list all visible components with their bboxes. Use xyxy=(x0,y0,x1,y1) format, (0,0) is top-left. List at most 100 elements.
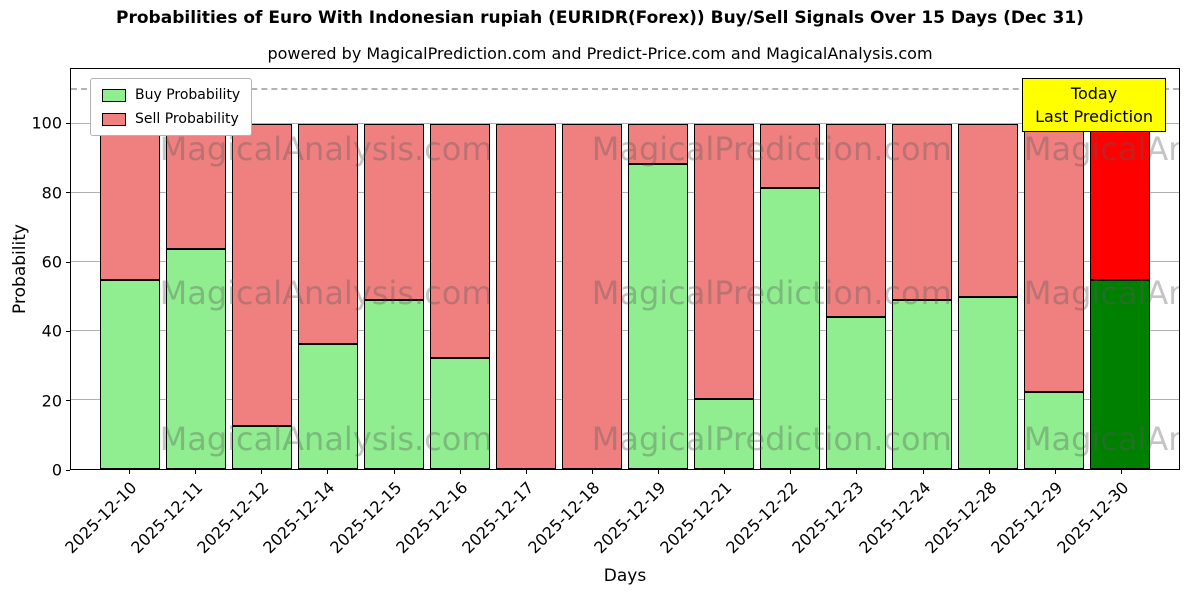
bar-slot xyxy=(823,69,889,469)
bar-2025-12-17 xyxy=(496,124,556,469)
x-tick-mark xyxy=(525,470,527,474)
chart-subtitle: powered by MagicalPrediction.com and Pre… xyxy=(267,44,933,63)
y-tick-label: 80 xyxy=(41,183,62,203)
x-tick-mark xyxy=(129,470,131,474)
bar-2025-12-30 xyxy=(1090,124,1150,469)
y-tick-mark xyxy=(66,330,70,332)
bar-2025-12-15 xyxy=(364,124,424,469)
buy-segment xyxy=(694,398,754,469)
bar-slot xyxy=(427,69,493,469)
sell-segment xyxy=(1024,124,1084,393)
buy-segment xyxy=(298,344,358,469)
legend-item-0: Buy Probability xyxy=(102,87,240,103)
buy-segment xyxy=(628,163,688,469)
y-tick-mark xyxy=(66,261,70,263)
bar-2025-12-14 xyxy=(298,124,358,469)
y-tick-mark xyxy=(66,400,70,402)
bar-slot xyxy=(361,69,427,469)
bar-slot xyxy=(559,69,625,469)
x-tick-mark xyxy=(790,470,792,474)
x-axis-label: Days xyxy=(603,566,647,586)
y-tick-label: 40 xyxy=(41,321,62,341)
y-tick-mark xyxy=(66,122,70,124)
buy-segment xyxy=(1090,279,1150,469)
x-tick-mark xyxy=(459,470,461,474)
legend-swatch-0 xyxy=(102,88,126,102)
bar-slot xyxy=(691,69,757,469)
gridline-y-80 xyxy=(71,192,1179,194)
gridline-y-100 xyxy=(71,123,1179,125)
sell-segment xyxy=(562,124,622,469)
sell-segment xyxy=(430,124,490,358)
y-tick-mark xyxy=(66,192,70,194)
sell-segment xyxy=(826,124,886,318)
sell-segment xyxy=(166,124,226,249)
x-tick-mark xyxy=(327,470,329,474)
legend-label-1: Sell Probability xyxy=(135,111,239,127)
legend-label-0: Buy Probability xyxy=(135,87,241,103)
bar-2025-12-28 xyxy=(958,124,1018,469)
sell-segment xyxy=(1090,124,1150,280)
bar-slot xyxy=(625,69,691,469)
bar-slot xyxy=(229,69,295,469)
sell-segment xyxy=(628,124,688,164)
x-tick-mark xyxy=(724,470,726,474)
today-annotation-line2: Last Prediction xyxy=(1035,107,1153,127)
y-tick-label: 60 xyxy=(41,252,62,272)
bar-slot xyxy=(97,69,163,469)
today-annotation-line1: Today xyxy=(1070,84,1118,103)
x-tick-mark xyxy=(1054,470,1056,474)
buy-segment xyxy=(1024,392,1084,469)
sell-segment xyxy=(298,124,358,345)
bar-2025-12-16 xyxy=(430,124,490,469)
gridline-y-60 xyxy=(71,261,1179,263)
x-tick-mark xyxy=(922,470,924,474)
bar-2025-12-19 xyxy=(628,124,688,469)
legend-swatch-1 xyxy=(102,112,126,126)
bar-2025-12-11 xyxy=(166,124,226,469)
x-tick-mark xyxy=(1120,470,1122,474)
sell-segment xyxy=(496,124,556,469)
bar-slot xyxy=(1021,69,1087,469)
bar-slot xyxy=(955,69,1021,469)
sell-segment xyxy=(760,124,820,188)
x-tick-mark xyxy=(393,470,395,474)
today-annotation: Today Last Prediction xyxy=(1022,78,1166,133)
y-tick-label: 0 xyxy=(51,460,62,480)
buy-segment xyxy=(232,426,292,469)
bar-2025-12-29 xyxy=(1024,124,1084,469)
bars-layer xyxy=(71,69,1179,469)
buy-segment xyxy=(100,279,160,469)
x-tick-mark xyxy=(261,470,263,474)
sell-segment xyxy=(100,124,160,280)
y-tick-label: 100 xyxy=(31,113,62,133)
bar-slot xyxy=(757,69,823,469)
gridline-y-40 xyxy=(71,330,1179,332)
buy-segment xyxy=(760,187,820,469)
buy-segment xyxy=(364,300,424,469)
buy-segment xyxy=(430,357,490,469)
y-tick-label: 20 xyxy=(41,391,62,411)
bar-slot xyxy=(889,69,955,469)
y-tick-mark xyxy=(66,469,70,471)
chart-title: Probabilities of Euro With Indonesian ru… xyxy=(116,8,1084,28)
buy-segment xyxy=(826,317,886,469)
bar-2025-12-22 xyxy=(760,124,820,469)
buy-segment xyxy=(166,248,226,469)
legend: Buy Probability Sell Probability xyxy=(90,78,253,136)
sell-segment xyxy=(892,124,952,300)
x-tick-mark xyxy=(591,470,593,474)
bar-2025-12-18 xyxy=(562,124,622,469)
y-axis-label: Probability xyxy=(10,224,30,314)
bar-slot xyxy=(493,69,559,469)
gridline-y-20 xyxy=(71,399,1179,401)
bar-slot xyxy=(1087,69,1153,469)
legend-item-1: Sell Probability xyxy=(102,111,240,127)
x-tick-mark xyxy=(195,470,197,474)
threshold-dashed-line xyxy=(71,87,1179,90)
plot-wrap: Probability MagicalAnalysis.com MagicalPr… xyxy=(10,68,1180,586)
bar-2025-12-21 xyxy=(694,124,754,469)
bar-slot xyxy=(163,69,229,469)
bar-2025-12-23 xyxy=(826,124,886,469)
